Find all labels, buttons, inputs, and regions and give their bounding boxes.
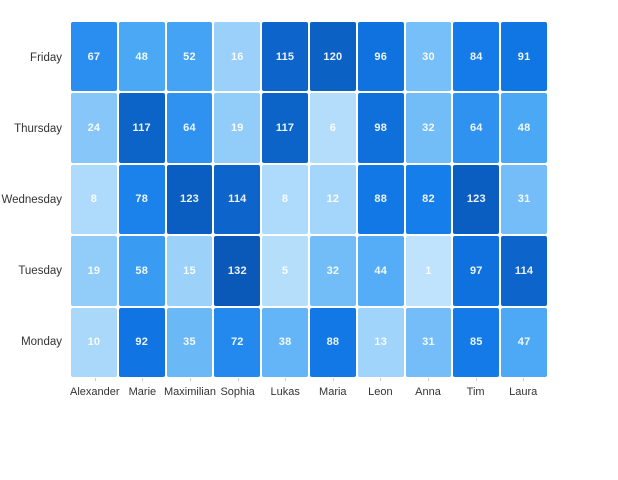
- heatmap-cell[interactable]: 30: [405, 22, 452, 92]
- x-axis-tick: [332, 378, 334, 381]
- heatmap-cell[interactable]: 97: [453, 236, 500, 306]
- y-axis: Friday Thursday Wednesday Tuesday Monday: [0, 22, 62, 377]
- heatmap-cell[interactable]: 123: [453, 164, 500, 235]
- heatmap-cell[interactable]: 19: [214, 93, 261, 163]
- heatmap-cell[interactable]: 64: [453, 93, 500, 163]
- heatmap-cell[interactable]: 15: [166, 236, 213, 306]
- heatmap-cell[interactable]: 117: [118, 93, 165, 163]
- heatmap-cell[interactable]: 10: [71, 307, 117, 377]
- plot-area: 67 48 52 16 115 120 96 30 84 91 24 117 64 19 117 6 98 32 6…: [71, 22, 547, 377]
- heatmap-cell[interactable]: 38: [262, 307, 308, 377]
- x-axis-tick: [94, 378, 96, 381]
- heatmap-cell[interactable]: 48: [501, 93, 547, 163]
- heatmap-cell[interactable]: 31: [501, 164, 547, 235]
- x-axis-tick: [380, 378, 382, 381]
- x-axis-label: Laura: [509, 386, 538, 398]
- x-axis-label: Tim: [466, 386, 485, 398]
- x-axis-label: Sophia: [220, 386, 255, 398]
- heatmap-cell[interactable]: 85: [453, 307, 500, 377]
- x-axis-label: Maria: [319, 386, 347, 398]
- heatmap-cell[interactable]: 47: [501, 307, 547, 377]
- heatmap-cell[interactable]: 12: [309, 164, 356, 235]
- heatmap-cell[interactable]: 48: [118, 22, 165, 92]
- x-axis-label: Anna: [415, 386, 441, 398]
- heatmap-cell[interactable]: 32: [309, 236, 356, 306]
- heatmap-cell[interactable]: 32: [405, 93, 452, 163]
- heatmap-cell[interactable]: 35: [166, 307, 213, 377]
- heatmap-cell[interactable]: 72: [214, 307, 261, 377]
- x-axis-label: Alexander: [70, 386, 120, 398]
- y-axis-label: Thursday: [14, 122, 62, 135]
- heatmap-cell[interactable]: 8: [71, 164, 117, 235]
- heatmap-cell[interactable]: 24: [71, 93, 117, 163]
- heatmap-cell[interactable]: 64: [166, 93, 213, 163]
- x-axis-tick: [475, 378, 477, 381]
- x-axis-label: Lukas: [270, 386, 300, 398]
- x-axis-tick: [190, 378, 191, 381]
- heatmap-cell[interactable]: 88: [309, 307, 356, 377]
- heatmap-cell[interactable]: 19: [71, 236, 117, 306]
- x-axis-tick: [428, 378, 429, 381]
- heatmap-cell[interactable]: 88: [357, 164, 404, 235]
- heatmap-cell[interactable]: 92: [118, 307, 165, 377]
- y-axis-label: Friday: [30, 51, 62, 64]
- x-axis: Alexander Marie Maximilian Sophia Lukas Maria…: [70, 377, 547, 407]
- y-axis-label: Monday: [21, 335, 62, 348]
- heatmap-cell[interactable]: 98: [357, 93, 404, 163]
- heatmap-cell[interactable]: 16: [214, 22, 261, 92]
- x-axis-label: Marie: [128, 386, 157, 398]
- heatmap-cell[interactable]: 114: [501, 236, 547, 306]
- heatmap-cell[interactable]: 96: [357, 22, 404, 92]
- heatmap-cell[interactable]: 84: [453, 22, 500, 92]
- heatmap-cell[interactable]: 1: [405, 236, 452, 306]
- heatmap-cell[interactable]: 115: [262, 22, 308, 92]
- heatmap-cell[interactable]: 78: [118, 164, 165, 235]
- x-axis-tick: [142, 378, 144, 381]
- y-axis-label: Wednesday: [1, 193, 62, 206]
- heatmap-cell[interactable]: 5: [262, 236, 308, 306]
- heatmap-cell[interactable]: 91: [501, 22, 547, 92]
- heatmap-grid: 67 48 52 16 115 120 96 30 84 91 24 117 64 19 117 6 98 32 6…: [71, 22, 547, 377]
- heatmap-cell[interactable]: 117: [262, 93, 308, 163]
- heatmap-cell[interactable]: 31: [405, 307, 452, 377]
- heatmap-cell[interactable]: 132: [214, 236, 261, 306]
- x-axis-label: Maximilian: [164, 386, 216, 398]
- heatmap-cell[interactable]: 52: [166, 22, 213, 92]
- heatmap-cell[interactable]: 120: [309, 22, 356, 92]
- x-axis-label: Leon: [368, 386, 393, 398]
- heatmap-cell[interactable]: 67: [71, 22, 117, 92]
- x-axis-tick: [523, 378, 525, 381]
- heatmap-cell[interactable]: 13: [357, 307, 404, 377]
- heatmap-cell[interactable]: 6: [309, 93, 356, 163]
- x-axis-tick: [237, 378, 239, 381]
- heatmap-cell[interactable]: 44: [357, 236, 404, 306]
- heatmap-cell[interactable]: 114: [214, 164, 261, 235]
- heatmap-cell[interactable]: 8: [262, 164, 308, 235]
- heatmap-cell[interactable]: 82: [405, 164, 452, 235]
- y-axis-label: Tuesday: [18, 264, 62, 277]
- heatmap-cell[interactable]: 123: [166, 164, 213, 235]
- x-axis-tick: [285, 378, 287, 381]
- heatmap-cell[interactable]: 58: [118, 236, 165, 306]
